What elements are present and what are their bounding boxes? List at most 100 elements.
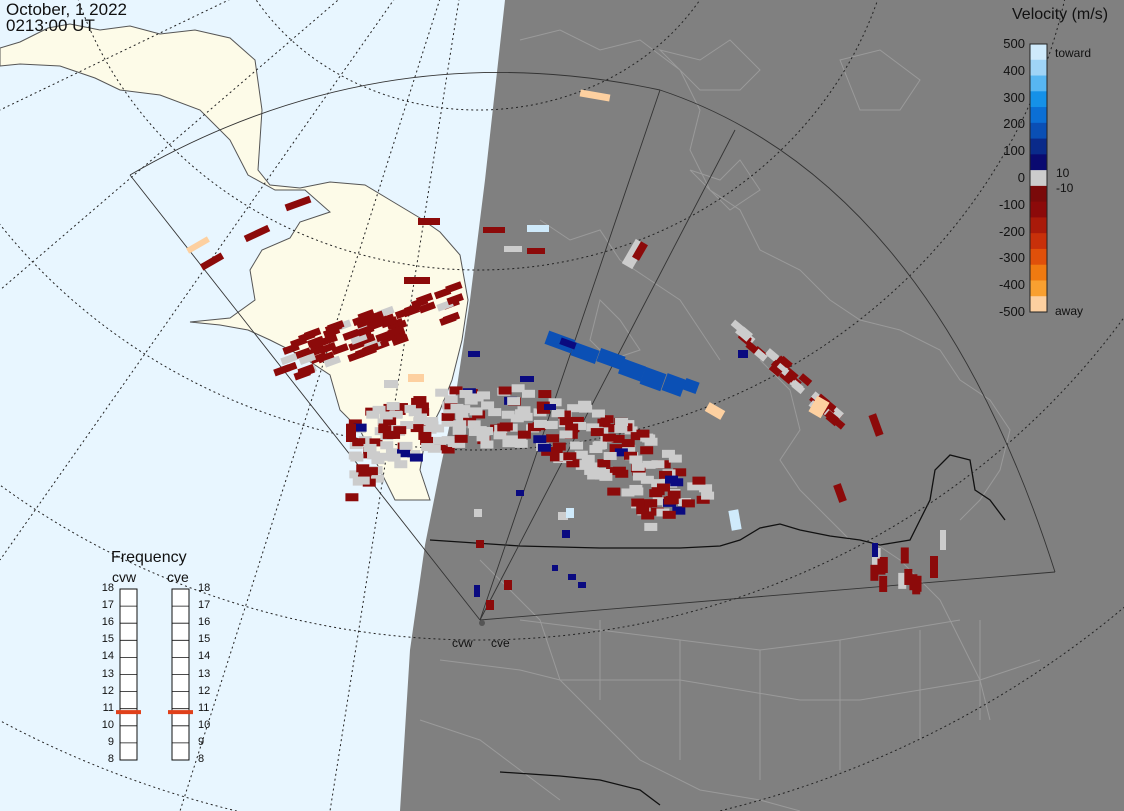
echo-cell <box>354 346 373 359</box>
legend-color-swatch <box>1030 107 1047 124</box>
echo-cell <box>574 450 588 459</box>
echo-cell <box>641 511 655 520</box>
echo-cell <box>322 326 341 339</box>
echo-cell <box>570 341 600 365</box>
echo-cell <box>366 310 384 323</box>
echo-cell <box>631 462 645 471</box>
echo-cell <box>520 376 534 382</box>
echo-cell <box>386 402 400 411</box>
echo-cell <box>514 439 528 448</box>
echo-cell <box>870 564 879 581</box>
echo-cell <box>544 404 556 410</box>
us-canada-border <box>429 454 1006 549</box>
echo-cell <box>444 395 458 404</box>
echo-cell <box>369 438 383 447</box>
legend-title: Velocity (m/s) <box>1012 6 1109 23</box>
echo-cell <box>372 405 386 414</box>
echo-cell <box>391 334 409 347</box>
echo-cell <box>415 292 434 305</box>
echo-cell <box>411 397 425 406</box>
echo-cell <box>546 434 560 443</box>
echo-cell <box>421 443 435 452</box>
echo-cell <box>385 448 399 457</box>
echo-cell <box>517 406 531 415</box>
echo-cell <box>342 328 360 341</box>
echo-cell <box>480 440 494 449</box>
echo-cell <box>609 444 623 453</box>
echo-cell <box>331 343 349 356</box>
echo-cell <box>559 417 573 426</box>
echo-cell <box>662 510 676 519</box>
cve-frequency-indicator <box>168 710 193 715</box>
radar-site-marker <box>479 620 485 626</box>
echo-cell <box>378 425 392 434</box>
echo-cell <box>309 352 328 365</box>
echo-cell <box>352 438 366 447</box>
echo-cell <box>486 600 494 610</box>
echo-cell <box>410 424 424 433</box>
echo-cell <box>449 386 463 395</box>
echo-cell <box>510 414 524 423</box>
echo-cell <box>384 380 398 388</box>
cvw-column-label: cvw <box>112 569 137 585</box>
echo-cell <box>651 460 665 469</box>
echo-cell <box>636 506 650 515</box>
echo-cell <box>243 224 271 243</box>
echo-cell <box>517 430 531 439</box>
echo-cell <box>371 456 385 465</box>
echo-cell <box>578 582 586 588</box>
echo-cell <box>579 89 611 102</box>
echo-cell <box>493 431 507 440</box>
cvw-frequency-tick: 12 <box>101 684 114 697</box>
echo-cell <box>356 464 370 473</box>
echo-cell <box>319 341 337 355</box>
echo-cell <box>661 449 675 458</box>
echo-cell <box>280 353 298 366</box>
echo-cell <box>483 227 505 233</box>
echo-cell <box>387 430 401 439</box>
echo-cell <box>775 362 790 376</box>
cvw-frequency-tick: 16 <box>101 616 114 629</box>
legend-plus10-label: 10 <box>1056 166 1070 180</box>
echo-cell <box>898 572 907 589</box>
echo-cell <box>606 467 620 476</box>
echo-cell <box>768 363 783 377</box>
echo-cell <box>425 417 439 426</box>
echo-cell <box>559 337 577 350</box>
echo-cell <box>930 556 938 578</box>
echo-cell <box>501 410 515 419</box>
radar-echoes <box>186 89 946 610</box>
echo-cell <box>404 302 422 315</box>
echo-cell <box>536 405 550 414</box>
echo-cell <box>284 195 312 212</box>
legend-toward-label: toward <box>1055 46 1092 60</box>
cvw-frequency-tick: 18 <box>101 582 114 594</box>
echo-cell <box>592 441 606 450</box>
echo-cell <box>474 585 480 597</box>
echo-cell <box>356 476 370 485</box>
echo-cell <box>533 435 547 444</box>
cvw-frequency-tick: 9 <box>107 735 114 748</box>
echo-cell <box>452 426 466 435</box>
site-label-west: cvw <box>452 636 473 650</box>
cve-frequency-tick: 11 <box>198 701 210 714</box>
echo-cell <box>791 381 806 395</box>
echo-cell <box>596 468 610 477</box>
legend-minus10-label: -10 <box>1056 181 1074 195</box>
echo-cell <box>467 420 481 429</box>
echo-cell <box>562 530 570 538</box>
echo-cell <box>687 482 701 491</box>
echo-cell <box>611 434 625 443</box>
echo-cell <box>441 418 455 427</box>
echo-cell <box>576 460 590 469</box>
echo-cell <box>753 348 768 362</box>
echo-cell <box>396 449 410 458</box>
echo-cell <box>597 459 611 468</box>
echo-cell <box>425 421 439 430</box>
echo-cell <box>585 462 599 471</box>
echo-cell <box>408 374 424 382</box>
echo-cell <box>469 407 483 416</box>
echo-cell <box>622 444 636 453</box>
echo-cell <box>353 423 367 432</box>
